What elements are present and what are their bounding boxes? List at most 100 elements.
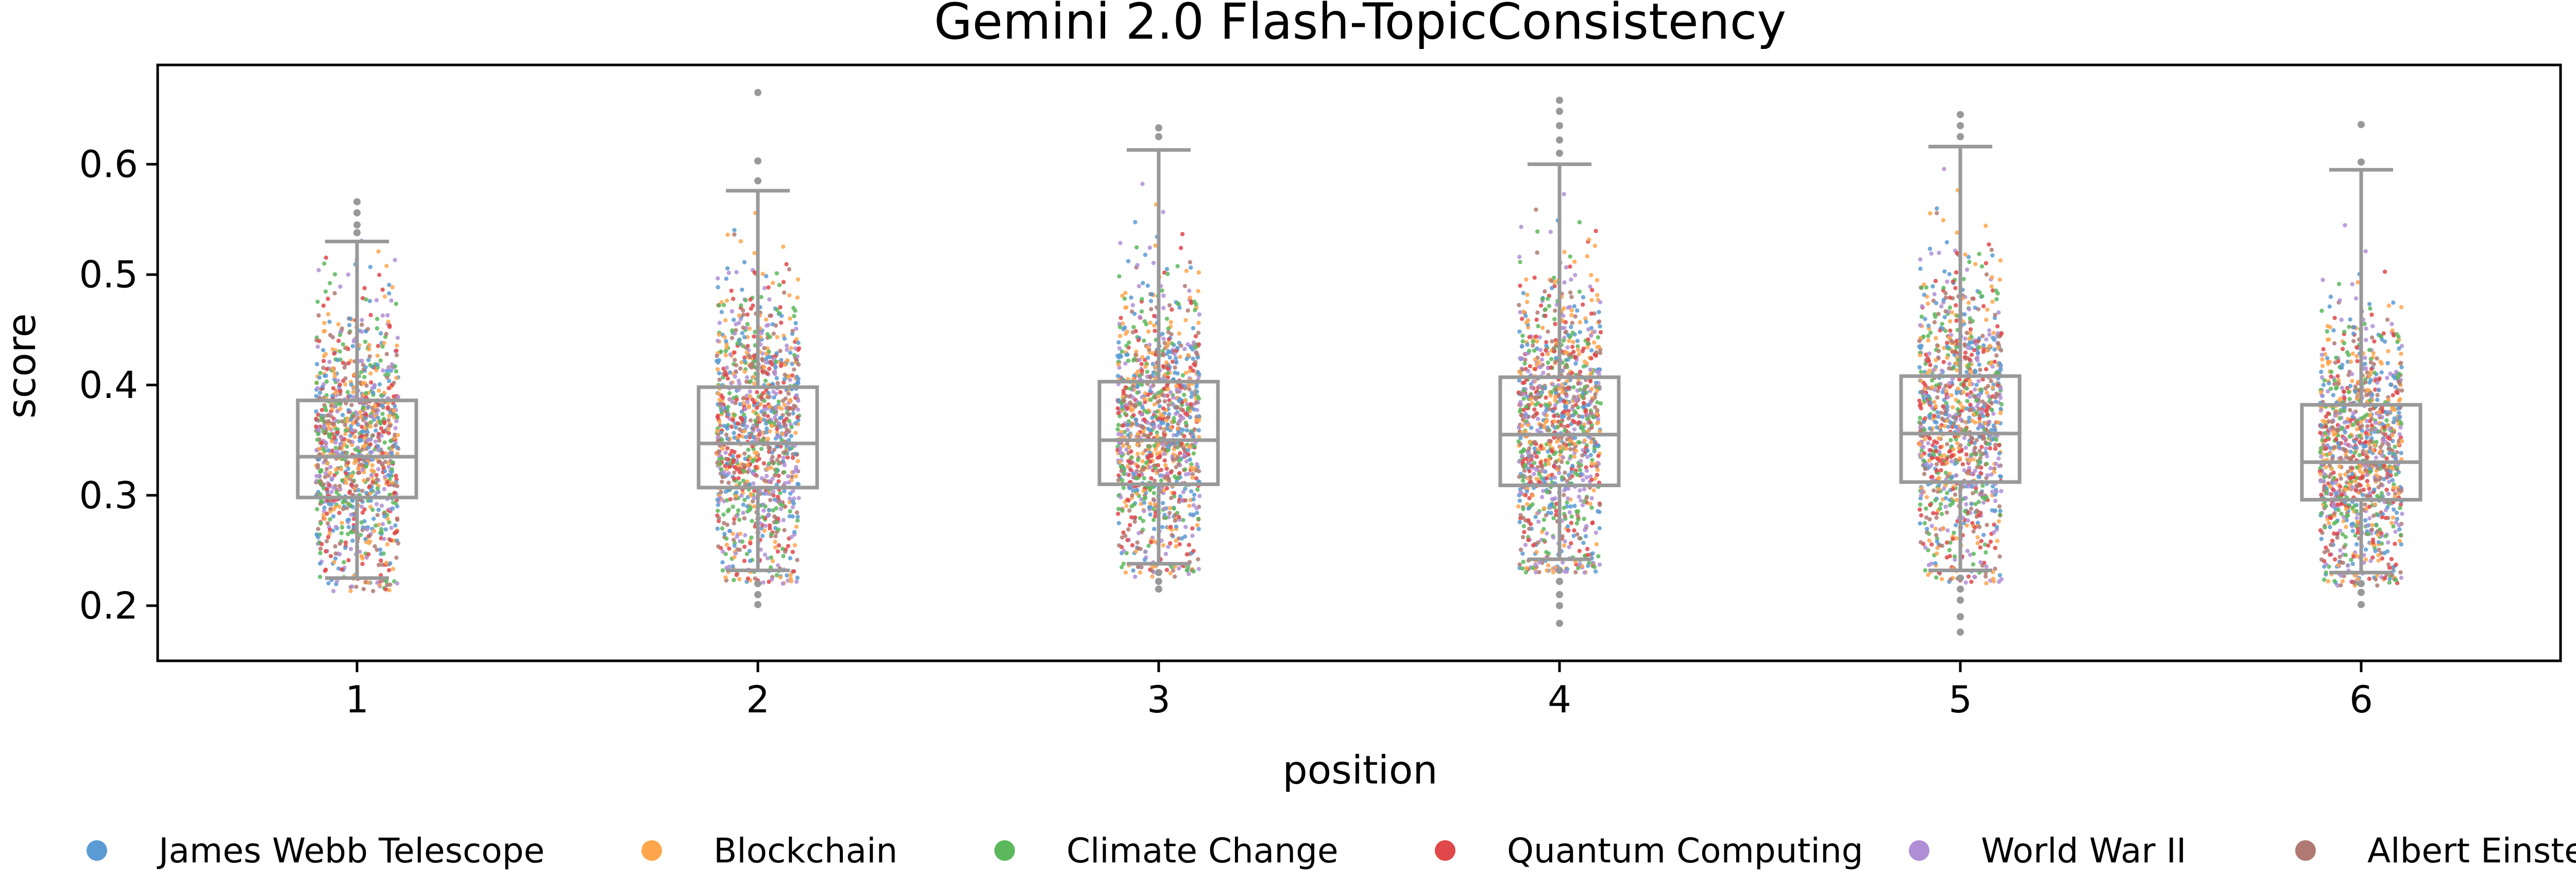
strip-point [319, 499, 324, 504]
strip-point [363, 339, 368, 344]
strip-point [1176, 455, 1180, 459]
strip-point [1596, 554, 1601, 559]
strip-point [1950, 310, 1954, 315]
strip-point [1520, 339, 1525, 344]
strip-point [781, 455, 786, 460]
strip-point [378, 419, 382, 424]
strip-point [1177, 514, 1181, 520]
strip-point [778, 575, 783, 580]
strip-point [745, 322, 750, 326]
strip-point [1164, 568, 1170, 572]
strip-point [741, 325, 745, 330]
strip-point [1580, 453, 1585, 458]
strip-point [788, 556, 793, 561]
strip-point [1571, 385, 1576, 390]
strip-point [1182, 346, 1187, 352]
strip-point [1568, 290, 1573, 295]
strip-point [1115, 406, 1120, 411]
strip-point [1934, 515, 1939, 520]
strip-point [386, 418, 391, 423]
strip-point [775, 549, 781, 554]
strip-point [1174, 465, 1178, 470]
strip-point [346, 525, 351, 529]
strip-point [333, 467, 338, 472]
strip-point [741, 423, 746, 427]
strip-point [361, 444, 366, 448]
strip-point [767, 449, 771, 454]
strip-point [1573, 436, 1578, 440]
strip-point [1967, 465, 1972, 470]
strip-point [337, 510, 342, 515]
strip-point [794, 510, 800, 515]
strip-point [741, 396, 745, 401]
strip-point [318, 390, 323, 395]
strip-point [1957, 449, 1962, 454]
strip-point [326, 413, 330, 418]
strip-point [324, 255, 329, 260]
strip-point [1121, 486, 1126, 490]
strip-point [1561, 313, 1566, 318]
strip-point [1165, 375, 1171, 380]
strip-point [773, 539, 777, 544]
strip-point [1545, 296, 1550, 301]
strip-point [1167, 398, 1172, 403]
strip-point [1537, 335, 1542, 340]
strip-point [770, 559, 775, 563]
strip-point [1125, 406, 1130, 411]
strip-point [1547, 461, 1551, 466]
strip-point [1537, 472, 1541, 477]
strip-point [1161, 446, 1165, 451]
strip-point [1989, 247, 1994, 252]
strip-point [1591, 488, 1596, 493]
strip-point [773, 545, 778, 550]
strip-point [749, 365, 754, 370]
strip-point [1931, 488, 1936, 493]
strip-point [1534, 468, 1539, 472]
strip-point [1553, 450, 1558, 455]
strip-point [1179, 407, 1183, 412]
strip-point [330, 366, 335, 371]
strip-point [1919, 454, 1924, 458]
strip-point [1166, 544, 1171, 549]
strip-point [1998, 474, 2003, 478]
strip-point [370, 480, 375, 485]
strip-point [1535, 250, 1539, 255]
strip-point [1172, 419, 1177, 424]
strip-point [740, 539, 745, 544]
strip-point [1592, 446, 1597, 451]
strip-point [1598, 300, 1603, 305]
strip-point [1152, 402, 1157, 407]
strip-point [319, 542, 324, 546]
strip-point [318, 371, 323, 375]
strip-point [359, 424, 364, 429]
strip-point [1963, 445, 1968, 450]
strip-point [1558, 423, 1564, 428]
strip-point [1561, 410, 1566, 415]
strip-point [324, 445, 328, 449]
strip-point [761, 365, 767, 370]
strip-point [725, 498, 730, 503]
strip-point [1140, 355, 1145, 360]
strip-point [1568, 504, 1573, 509]
strip-point [361, 362, 365, 367]
strip-point [1167, 506, 1172, 510]
strip-point [1570, 463, 1575, 468]
strip-point [1584, 465, 1588, 470]
strip-point [760, 515, 765, 520]
strip-point [1565, 437, 1569, 442]
strip-point [1195, 389, 1199, 394]
strip-point [796, 496, 801, 501]
strip-point [1189, 402, 1193, 407]
strip-point [1585, 455, 1590, 459]
strip-point [315, 465, 320, 470]
strip-point [372, 403, 377, 408]
strip-point [1173, 518, 1178, 523]
strip-point [737, 470, 742, 475]
strip-point [783, 396, 788, 401]
strip-point [715, 497, 720, 502]
strip-point [1146, 543, 1151, 548]
strip-point [1196, 396, 1201, 401]
strip-point [1167, 355, 1172, 360]
strip-point [1166, 477, 1172, 481]
strip-point [1926, 548, 1930, 553]
